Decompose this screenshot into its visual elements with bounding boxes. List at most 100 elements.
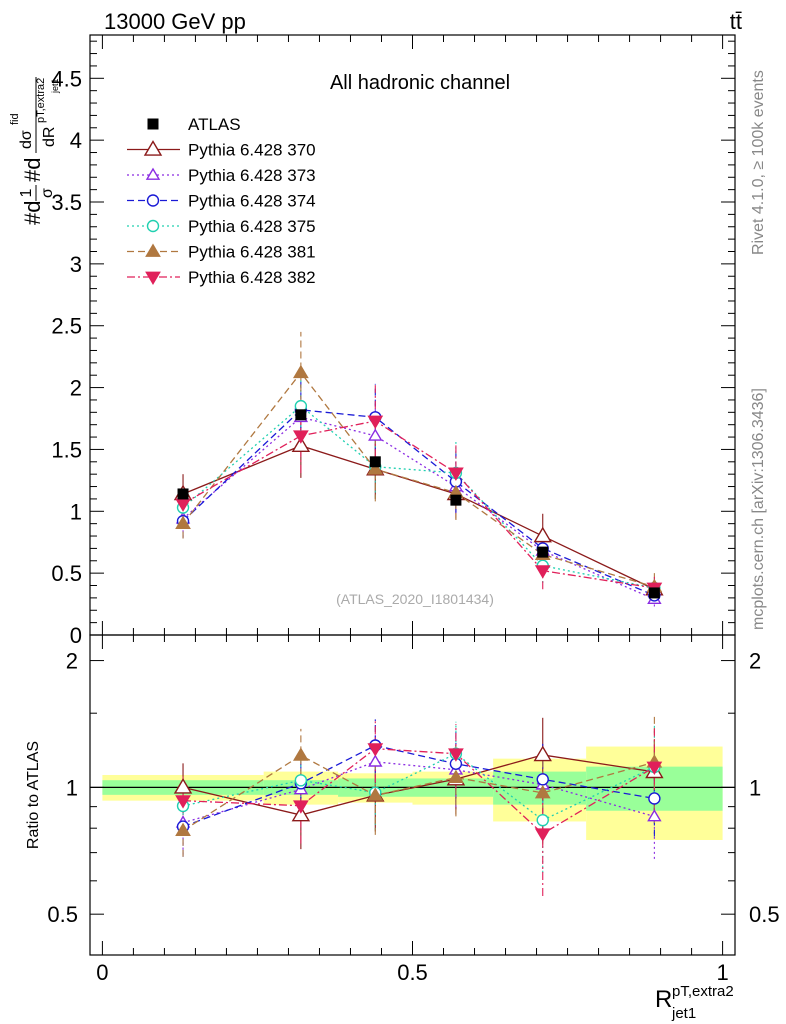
legend-label: Pythia 6.428 381 xyxy=(188,243,316,262)
ratio-y-axis-label: Ratio to ATLAS xyxy=(25,741,42,849)
ratio-series-line xyxy=(182,754,655,832)
plot-title: All hadronic channel xyxy=(330,72,510,94)
legend: ATLAS Pythia 6.428 370 Pythia 6.428 373 Pyt… xyxy=(127,115,316,287)
legend-label: ATLAS xyxy=(188,115,241,134)
legend-marker xyxy=(147,118,159,130)
ratio-plot-panel: 0.5 0.51 12 2 0 0.5 1 xyxy=(47,35,780,985)
svg-text:#d: #d xyxy=(20,201,45,225)
legend-label: Pythia 6.428 370 xyxy=(188,141,316,160)
ratio-series-marker xyxy=(367,787,384,801)
xlabel-sup: pT,extra2 xyxy=(672,983,734,1000)
atlas-data-layer xyxy=(177,409,660,599)
ratio-series-marker xyxy=(448,769,464,783)
y-tick-label: 1.5 xyxy=(51,437,82,462)
series-marker xyxy=(367,415,384,429)
ratio-tick-label-right: 1 xyxy=(749,775,761,800)
ratio-series-marker xyxy=(292,800,309,814)
ratio-tick-label: 1 xyxy=(66,775,78,800)
atlas-data-point xyxy=(177,488,189,500)
legend-marker xyxy=(146,219,160,233)
rivet-version-label: Rivet 4.1.0, ≥ 100k events xyxy=(750,70,767,255)
ratio-series-marker xyxy=(291,805,311,822)
ratio-series-marker xyxy=(536,773,549,786)
atlas-data-point xyxy=(295,409,307,421)
series-marker xyxy=(175,515,191,530)
y-tick-label: 3 xyxy=(70,252,82,277)
ratio-series-marker xyxy=(294,774,308,787)
ylabel-frac1-den: σ xyxy=(39,188,56,198)
ratio-series-marker xyxy=(368,754,383,767)
atlas-data-point xyxy=(648,587,660,599)
ratio-series-line xyxy=(182,744,655,828)
series-line xyxy=(182,416,655,600)
ratio-series-marker xyxy=(534,828,551,842)
ylabel-frac2-den-sub: jet1 xyxy=(50,78,60,94)
ratio-series-marker xyxy=(367,743,384,757)
legend-marker xyxy=(145,271,161,285)
ratio-series-line xyxy=(182,754,655,816)
legend-marker xyxy=(145,167,161,180)
series-marker xyxy=(534,565,551,579)
ylabel-frac2-den-sup: pT,extra2 xyxy=(35,78,47,123)
series-marker xyxy=(291,436,311,453)
y-tick-label: 0.5 xyxy=(51,561,82,586)
series-line xyxy=(182,371,655,588)
ratio-series-marker xyxy=(648,792,661,805)
ratio-series-layer xyxy=(173,716,664,896)
legend-marker xyxy=(143,140,163,156)
ratio-series-marker xyxy=(534,784,551,799)
ylabel-frac2-num: dσ xyxy=(18,130,35,149)
series-marker xyxy=(292,430,309,444)
ylabel-frac1-num: 1 xyxy=(18,188,35,197)
ylabel-part-a: #d xyxy=(20,201,45,225)
ratio-tick-label-right: 2 xyxy=(749,649,761,674)
ratio-tick-label-right: 0.5 xyxy=(749,902,780,927)
y-tick-label: 2.5 xyxy=(51,314,82,339)
legend-label: Pythia 6.428 374 xyxy=(188,192,316,211)
y-tick-label: 4 xyxy=(70,128,82,153)
mcplots-label: mcplots.cern.ch [arXiv:1306.3436] xyxy=(750,388,767,630)
y-tick-label: 4.5 xyxy=(51,66,82,91)
y-tick-label: 0 xyxy=(70,623,82,648)
x-axis-label: R pT,extra2 jet1 xyxy=(655,983,734,1022)
series-line xyxy=(182,405,655,589)
header-process-label: tt̄ xyxy=(730,9,742,34)
main-y-axis-label: #d 1 σ #d dσ fid dR pT,extra2 jet1 xyxy=(9,77,60,225)
series-marker xyxy=(448,467,464,481)
ratio-series-line xyxy=(182,752,655,821)
x-tick-label: 0 xyxy=(96,960,108,985)
main-plot-frame xyxy=(89,34,736,636)
atlas-data-point xyxy=(450,494,462,506)
legend-marker xyxy=(145,243,161,257)
ratio-tick-label: 2 xyxy=(66,649,78,674)
series-line xyxy=(182,445,655,590)
legend-label: Pythia 6.428 382 xyxy=(188,268,316,287)
series-line xyxy=(182,409,655,597)
ratio-series-line xyxy=(182,761,655,824)
ratio-series-marker xyxy=(292,747,309,761)
xlabel-sub: jet1 xyxy=(671,1005,696,1022)
main-y-axis: 0 0.5 1 1.5 2 2.5 3 3.5 4 4.5 xyxy=(51,40,735,648)
series-marker xyxy=(533,526,552,543)
ylabel-frac2-num-sup: fid xyxy=(9,113,21,125)
legend-label: Pythia 6.428 373 xyxy=(188,166,316,185)
header-energy-label: 13000 GeV pp xyxy=(104,9,246,34)
x-tick-label: 1 xyxy=(716,960,728,985)
legend-marker xyxy=(146,194,160,207)
analysis-tag: (ATLAS_2020_I1801434) xyxy=(336,591,494,607)
main-series-layer xyxy=(173,331,664,607)
ratio-series-marker xyxy=(647,809,662,822)
x-axis: 0 0.5 1 xyxy=(96,35,729,985)
y-tick-label: 2 xyxy=(70,376,82,401)
ratio-series-marker xyxy=(646,761,663,776)
atlas-data-point xyxy=(369,456,381,468)
series-line xyxy=(182,420,655,589)
ylabel-part-c: #d xyxy=(20,158,45,182)
ratio-series-line xyxy=(183,747,655,835)
x-tick-label: 0.5 xyxy=(397,960,428,985)
ratio-series-marker xyxy=(536,813,549,827)
ratio-series-marker xyxy=(173,777,193,794)
xlabel-main: R xyxy=(655,986,672,1013)
atlas-data-point xyxy=(537,546,549,558)
